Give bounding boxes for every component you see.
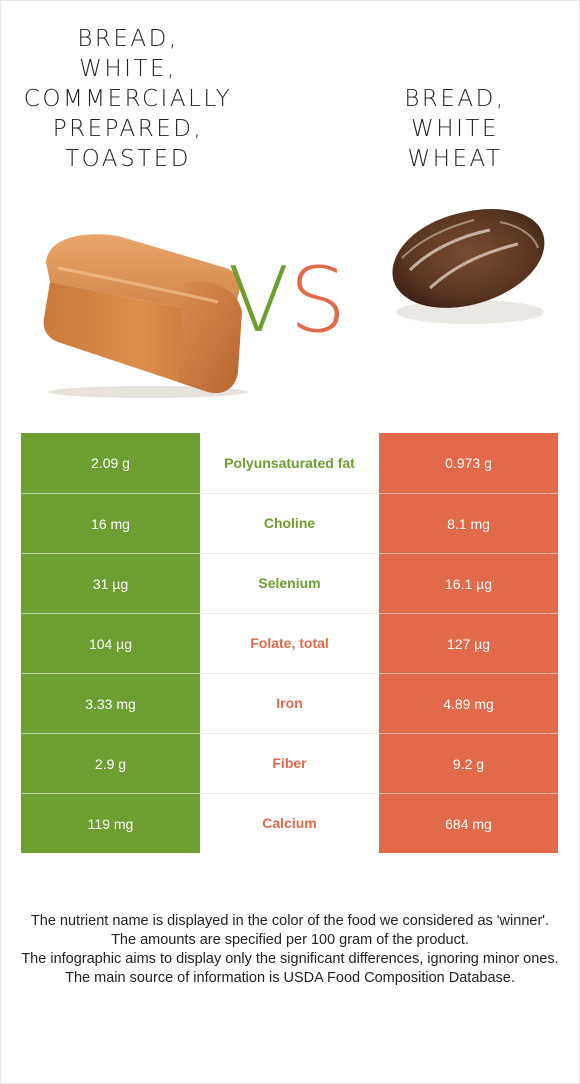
footer-line-3: The infographic aims to display only the… <box>21 951 559 967</box>
vs-letter-v: V <box>227 248 290 353</box>
left-value-cell: 2.9 g <box>21 733 200 793</box>
right-value-cell: 684 mg <box>379 793 558 853</box>
wheat-bread-image <box>380 200 550 330</box>
nutrient-name-cell: Polyunsaturated fat <box>224 454 355 471</box>
nutrient-name-cell: Calcium <box>200 793 379 853</box>
bread-loaf-image <box>38 222 250 400</box>
right-value-cell: 0.973 g <box>379 433 558 493</box>
left-value-cell: 2.09 g <box>21 433 200 493</box>
left-value-cell: 16 mg <box>21 493 200 553</box>
right-value-cell: 127 µg <box>379 613 558 673</box>
vs-label: VS <box>222 256 352 346</box>
left-value-cell: 104 µg <box>21 613 200 673</box>
nutrient-name-cell: Choline <box>200 493 379 553</box>
left-value-cell: 3.33 mg <box>21 673 200 733</box>
nutrient-name-cell: Fiber <box>200 733 379 793</box>
table-row: 31 µg Selenium 16.1 µg <box>21 553 558 613</box>
nutrient-name-cell: Iron <box>200 673 379 733</box>
table-row: 2.09 g Polyunsaturated fat 0.973 g <box>21 433 558 493</box>
table-row: 16 mg Choline 8.1 mg <box>21 493 558 553</box>
right-value-cell: 4.89 mg <box>379 673 558 733</box>
left-value-cell: 119 mg <box>21 793 200 853</box>
footer-line-4: The main source of information is USDA F… <box>65 970 515 986</box>
right-value-cell: 8.1 mg <box>379 493 558 553</box>
table-row: 104 µg Folate, total 127 µg <box>21 613 558 673</box>
vs-letter-s: S <box>289 248 347 353</box>
right-food-title: Bread, white wheat <box>404 86 506 172</box>
table-row: 119 mg Calcium 684 mg <box>21 793 558 853</box>
footer-line-2: The amounts are specified per 100 gram o… <box>111 932 469 948</box>
left-food-title: Bread, white, commercially prepared, toa… <box>23 26 233 172</box>
nutrient-name-cell: Selenium <box>200 553 379 613</box>
right-value-cell: 9.2 g <box>379 733 558 793</box>
footer-line-1: The nutrient name is displayed in the co… <box>30 913 550 929</box>
comparison-table: 2.09 g Polyunsaturated fat 0.973 g 16 mg Cho… <box>21 433 558 853</box>
footer-notes: The nutrient name is displayed in the co… <box>18 912 562 988</box>
table-row: 2.9 g Fiber 9.2 g <box>21 733 558 793</box>
left-value-cell: 31 µg <box>21 553 200 613</box>
nutrient-name-cell: Folate, total <box>200 613 379 673</box>
right-value-cell: 16.1 µg <box>379 553 558 613</box>
table-row: 3.33 mg Iron 4.89 mg <box>21 673 558 733</box>
